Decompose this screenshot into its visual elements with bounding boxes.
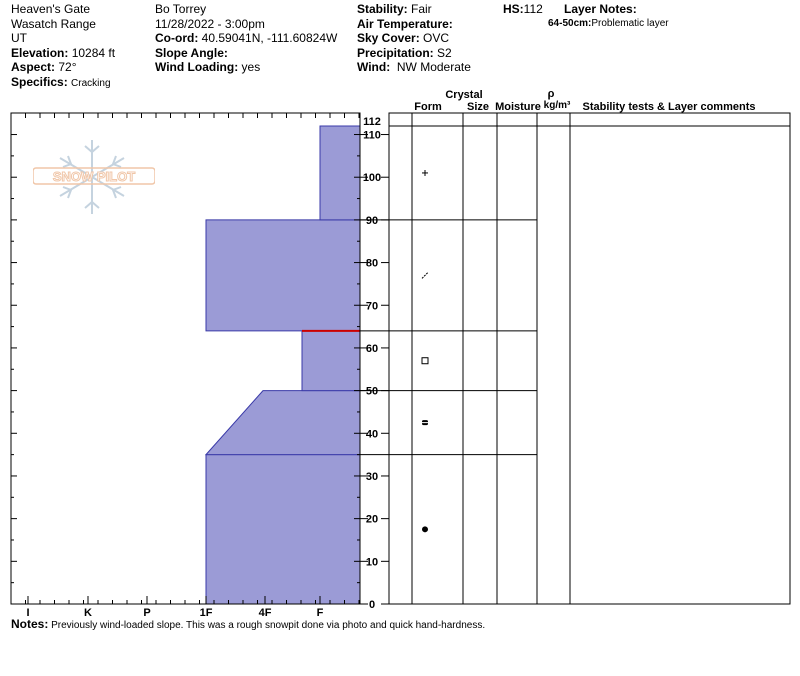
moisture-header: Moisture	[495, 101, 541, 113]
hs-row: HS:112	[503, 2, 543, 16]
x-label-F: F	[317, 607, 324, 619]
header-left: Heaven's Gate Wasatch Range UT Elevation…	[11, 2, 115, 91]
x-label-I: I	[26, 607, 29, 619]
hardness-layer-1	[204, 390, 361, 456]
air-temp-row: Air Temperature:	[357, 16, 453, 31]
faceted-icon	[421, 357, 429, 365]
sky-row: Sky Cover: OVC	[357, 31, 450, 45]
header-middle: Bo Torrey 11/28/2022 - 3:00pm Co-ord: 40…	[155, 2, 337, 75]
y-label-0: 0	[369, 599, 375, 611]
snowflake-icon	[59, 140, 125, 214]
coord-row: Co-ord: 40.59041N, -111.60824W	[155, 31, 338, 45]
hardness-layer-4	[319, 125, 361, 221]
layer-notes-label: Layer Notes:	[564, 2, 637, 16]
x-label-K: K	[84, 607, 92, 619]
hardness-layer-3	[205, 219, 361, 332]
state-name: UT	[11, 31, 27, 45]
grain-table	[360, 113, 571, 604]
y-label-60: 60	[366, 343, 378, 355]
decomposing-icon	[421, 272, 429, 279]
precip-value: S2	[437, 45, 452, 60]
datetime: 11/28/2022 - 3:00pm	[155, 16, 265, 31]
layer-note-entry: 64-50cm:Problematic layer	[548, 17, 669, 29]
specifics-value: Cracking	[71, 77, 111, 89]
y-label-20: 20	[366, 514, 378, 526]
notes-text: Previously wind-loaded slope. This was a…	[51, 620, 486, 631]
coord-value: 40.59041N, -111.60824W	[201, 31, 338, 45]
sky-value: OVC	[423, 31, 450, 45]
y-label-90: 90	[366, 215, 378, 227]
stability-value: Fair	[411, 2, 432, 16]
layer-notes: Layer Notes: 64-50cm:Problematic layer	[548, 2, 669, 31]
y-label-30: 30	[366, 471, 378, 483]
wind-loading-row: Wind Loading: yes	[155, 60, 261, 74]
crystal-header: Crystal	[445, 89, 482, 101]
aspect-row: Aspect: 72°	[11, 60, 77, 74]
hs-value: 112	[523, 2, 543, 16]
wind-loading-value: yes	[241, 60, 261, 74]
observer-name: Bo Torrey	[155, 2, 207, 16]
hardness-layer-2	[301, 330, 361, 392]
x-label-1F: 1F	[200, 607, 213, 619]
specifics-row: Specifics: Cracking	[11, 74, 111, 89]
y-label-40: 40	[366, 428, 378, 440]
rho-header: ρ	[548, 88, 555, 100]
y-label-10: 10	[366, 556, 378, 568]
logo-text: SNOW PILOT	[53, 169, 135, 184]
aspect-value: 72°	[58, 60, 77, 74]
density-unit-header: kg/m³	[544, 100, 571, 111]
hardness-axis: I K P 1F 4F F	[10, 596, 360, 619]
slope-row: Slope Angle:	[155, 45, 228, 60]
hardness-profile	[204, 125, 361, 605]
y-label-80: 80	[366, 258, 378, 270]
form-header: Form	[414, 101, 442, 113]
x-label-P: P	[143, 607, 150, 619]
y-label-70: 70	[366, 300, 378, 312]
comments-header: Stability tests & Layer comments	[582, 101, 755, 113]
header-right: Stability: Fair Air Temperature: Sky Cov…	[357, 2, 471, 75]
table-headers: Crystal Form Size Moisture ρ kg/m³ Stabi…	[414, 88, 755, 113]
elevation-value: 10284 ft	[71, 45, 116, 60]
stability-row: Stability: Fair	[357, 2, 432, 16]
size-header: Size	[467, 101, 489, 113]
y-label-100: 100	[363, 172, 381, 184]
range-name: Wasatch Range	[11, 16, 96, 31]
location-name: Heaven's Gate	[11, 2, 91, 16]
y-label-50: 50	[366, 386, 378, 398]
precip-row: Precipitation: S2	[357, 45, 452, 60]
logo-banner	[33, 167, 155, 185]
hardness-layer-0	[205, 454, 361, 605]
y-label-112: 112	[363, 116, 381, 128]
height-axis: 0 10 20 30 40 50 60 70 80 90 100 110 112	[10, 113, 790, 611]
notes: Notes: Previously wind-loaded slope. Thi…	[11, 617, 485, 631]
elevation-row: Elevation: 10284 ft	[11, 45, 116, 60]
snowpilot-logo: SNOW PILOT	[33, 140, 155, 214]
wind-row: Wind: NW Moderate	[357, 60, 471, 74]
x-label-4F: 4F	[259, 607, 272, 619]
grain-table-frame	[388, 112, 791, 605]
round-grain-icon	[422, 526, 428, 533]
wind-value: NW Moderate	[396, 60, 471, 74]
y-label-110: 110	[363, 130, 381, 142]
notes-label: Notes:	[11, 617, 49, 631]
